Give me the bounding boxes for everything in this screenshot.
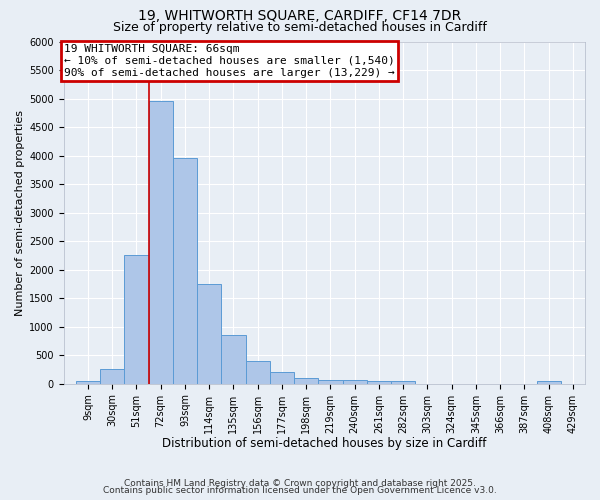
Y-axis label: Number of semi-detached properties: Number of semi-detached properties [15,110,25,316]
Bar [391,381,415,384]
Bar [367,381,391,384]
Text: 19 WHITWORTH SQUARE: 66sqm
← 10% of semi-detached houses are smaller (1,540)
90%: 19 WHITWORTH SQUARE: 66sqm ← 10% of semi… [64,44,395,78]
Text: 19, WHITWORTH SQUARE, CARDIFF, CF14 7DR: 19, WHITWORTH SQUARE, CARDIFF, CF14 7DR [139,9,461,23]
Bar [197,284,221,384]
Bar [318,380,343,384]
Text: Contains HM Land Registry data © Crown copyright and database right 2025.: Contains HM Land Registry data © Crown c… [124,478,476,488]
Bar [124,256,149,384]
Bar [245,361,270,384]
Text: Contains public sector information licensed under the Open Government Licence v3: Contains public sector information licen… [103,486,497,495]
Bar [536,381,561,384]
Text: Size of property relative to semi-detached houses in Cardiff: Size of property relative to semi-detach… [113,21,487,34]
Bar [294,378,318,384]
Bar [173,158,197,384]
Bar [343,380,367,384]
Bar [221,336,245,384]
Bar [270,372,294,384]
X-axis label: Distribution of semi-detached houses by size in Cardiff: Distribution of semi-detached houses by … [162,437,487,450]
Bar [149,102,173,384]
Bar [76,381,100,384]
Bar [100,370,124,384]
